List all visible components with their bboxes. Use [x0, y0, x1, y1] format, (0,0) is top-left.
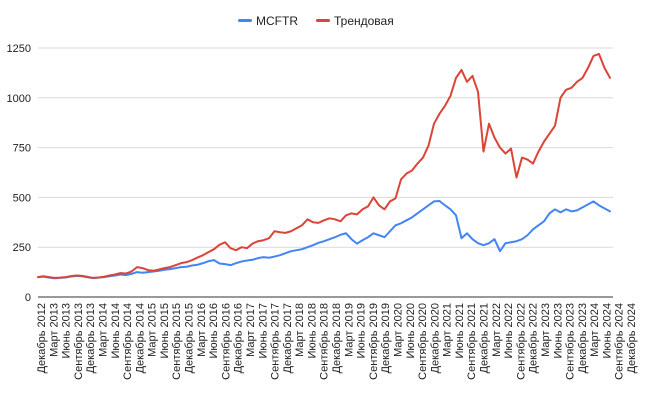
series-line-trend [37, 52, 611, 279]
y-tick-label: 500 [13, 192, 31, 204]
x-tick-label: Сентябрь 2017 [270, 303, 282, 380]
x-tick-label: Декабрь 2023 [577, 303, 589, 373]
x-tick-label: Сентябрь 2014 [122, 303, 134, 380]
x-tick-label: Март 2023 [540, 303, 552, 357]
x-tick-label: Сентябрь 2016 [220, 303, 232, 380]
x-tick-label: Декабрь 2016 [233, 303, 245, 373]
x-tick-label: Июнь 2024 [601, 303, 613, 359]
x-tick-label: Март 2024 [589, 303, 601, 357]
y-axis-ticks: 0 250 500 750 1000 1250 [7, 43, 31, 304]
x-tick-label: Июнь 2017 [257, 303, 269, 359]
legend-swatch-trend [316, 19, 330, 22]
x-tick-label: Июнь 2022 [503, 303, 515, 359]
legend-label-trend: Трендовая [334, 14, 394, 28]
x-tick-label: Декабрь 2013 [85, 303, 97, 373]
x-tick-label: Март 2015 [147, 303, 159, 357]
x-tick-label: Март 2019 [343, 303, 355, 357]
x-tick-label: Март 2022 [491, 303, 503, 357]
x-tick-label: Декабрь 2019 [380, 303, 392, 373]
x-tick-label: Июнь 2019 [356, 303, 368, 359]
x-tick-label: Июнь 2015 [159, 303, 171, 359]
x-tick-label: Сентябрь 2024 [614, 303, 626, 380]
x-tick-label: Июнь 2020 [405, 303, 417, 359]
x-tick-label: Март 2013 [48, 303, 60, 357]
series-line-mcftr [37, 199, 611, 280]
x-tick-label: Декабрь 2012 [36, 303, 48, 373]
x-tick-label: Июнь 2018 [306, 303, 318, 359]
y-tick-label: 250 [13, 242, 31, 254]
y-tick-label: 1000 [7, 93, 31, 105]
chart-gridlines [38, 47, 613, 298]
x-tick-label: Июнь 2016 [208, 303, 220, 359]
x-tick-label: Март 2020 [392, 303, 404, 357]
x-tick-label: Сентябрь 2013 [73, 303, 85, 380]
chart-series [37, 52, 611, 280]
x-tick-label: Июнь 2023 [552, 303, 564, 359]
x-tick-label: Декабрь 2014 [134, 303, 146, 373]
y-tick-label: 750 [13, 143, 31, 155]
x-tick-label: Сентябрь 2023 [565, 303, 577, 380]
x-tick-label: Март 2014 [97, 303, 109, 357]
legend-swatch-mcftr [238, 19, 252, 22]
x-tick-label: Сентябрь 2019 [368, 303, 380, 380]
x-axis-ticks: Декабрь 2012 Март 2013 Июнь 2013 Сентябрь 2… [36, 303, 638, 380]
legend-label-mcftr: MCFTR [256, 14, 298, 28]
x-tick-label: Декабрь 2024 [626, 303, 638, 373]
chart-legend: MCFTR Трендовая [238, 14, 394, 28]
x-tick-label: Сентябрь 2015 [171, 303, 183, 380]
y-tick-label: 1250 [7, 43, 31, 55]
x-tick-label: Декабрь 2022 [528, 303, 540, 373]
x-tick-label: Март 2018 [294, 303, 306, 357]
x-tick-label: Декабрь 2018 [331, 303, 343, 373]
x-tick-label: Декабрь 2017 [282, 303, 294, 373]
x-tick-label: Июнь 2013 [61, 303, 73, 359]
y-tick-label: 0 [25, 292, 31, 304]
x-tick-label: Март 2021 [442, 303, 454, 357]
x-tick-label: Июнь 2014 [110, 303, 122, 359]
x-tick-label: Сентябрь 2018 [319, 303, 331, 380]
x-tick-label: Сентябрь 2021 [466, 303, 478, 380]
x-tick-label: Март 2016 [196, 303, 208, 357]
x-tick-label: Декабрь 2020 [429, 303, 441, 373]
x-tick-label: Сентябрь 2022 [515, 303, 527, 380]
x-tick-label: Март 2017 [245, 303, 257, 357]
x-tick-label: Декабрь 2021 [479, 303, 491, 373]
x-tick-label: Декабрь 2015 [184, 303, 196, 373]
x-tick-label: Июнь 2021 [454, 303, 466, 359]
x-tick-label: Сентябрь 2020 [417, 303, 429, 380]
